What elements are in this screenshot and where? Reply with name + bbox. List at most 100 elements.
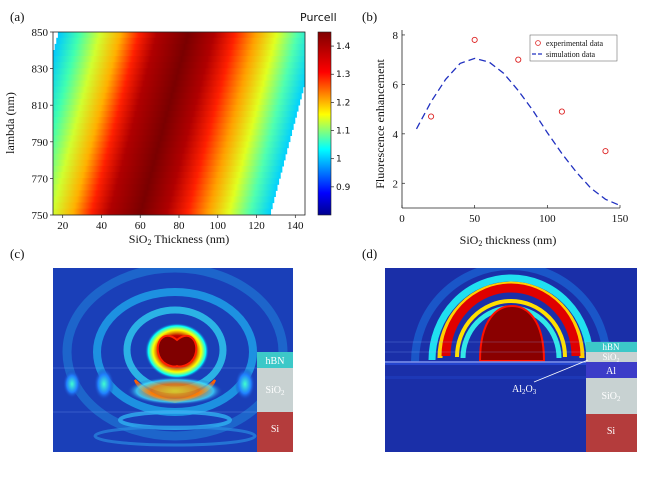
callout-al2o3: Al2O3	[512, 384, 537, 396]
heatmap-strip	[53, 86, 304, 94]
scatter-ytick-label: 8	[393, 30, 399, 42]
field-d-arch-yellow-inner	[455, 299, 567, 358]
scatter-xtick-label: 50	[469, 213, 481, 225]
field-d-band-2	[385, 376, 637, 379]
panel-label-d: (d)	[362, 246, 377, 261]
colorbar: Purcell 1.4 1.3 1.2 1.1 1 0.9	[300, 11, 351, 216]
heatmap-ytick-label: 810	[32, 100, 49, 112]
heatmap-strip	[53, 56, 305, 63]
layer-d-sio2	[586, 378, 637, 414]
colorbar-tick-label: 1.2	[336, 98, 350, 108]
heatmap-ytick-label: 830	[32, 64, 49, 76]
layer-d-si-label: Si	[607, 426, 616, 437]
heatmap-strip	[53, 184, 278, 191]
heatmap-strip	[54, 43, 305, 51]
heatmap-xtick-label: 40	[96, 220, 108, 232]
heatmap-strip	[53, 74, 305, 82]
heatmap-strip	[53, 178, 280, 185]
legend-label-experimental: experimental data	[546, 39, 604, 48]
layer-c-sio2	[257, 368, 293, 412]
scatter-ylabel: Fluorescence enhancement	[373, 59, 387, 189]
heatmap-strip	[53, 117, 296, 124]
heatmap-ytick-label: 850	[32, 27, 49, 39]
scatter-ytick-label: 6	[393, 79, 399, 91]
layer-d-sio2-top-label: SiO2	[602, 352, 619, 364]
heatmap-ytick-label: 790	[32, 137, 49, 149]
heatmap-strip	[53, 98, 301, 106]
legend-box	[529, 34, 618, 62]
layer-d-sio2-top	[586, 352, 637, 362]
heatmap-strip	[53, 172, 281, 179]
scatter-xtick-label: 150	[612, 213, 629, 225]
field-c-wave-2	[93, 425, 257, 447]
colorbar-tick-label: 1.1	[336, 127, 350, 137]
heatmap-strip	[53, 104, 299, 112]
heatmap-strip	[53, 190, 276, 197]
field-c-lobe-left	[63, 370, 81, 398]
heatmap-ytick-label: 770	[32, 173, 49, 185]
layer-c-si	[257, 412, 293, 452]
heatmap-xtick-label: 140	[287, 220, 304, 232]
heatmap-strip	[53, 196, 275, 204]
scatter-xtick-label: 100	[539, 213, 556, 225]
field-map-c: hBN SiO2 Si	[53, 268, 293, 452]
heatmap-strip	[53, 202, 273, 210]
field-c-crescent-glow	[127, 377, 223, 405]
heatmap-strip	[53, 68, 305, 75]
heatmap-strip	[57, 32, 305, 39]
heatmap-strip	[53, 92, 302, 100]
heatmap-xtick-label: 100	[210, 220, 227, 232]
heatmap-strip	[53, 141, 289, 149]
heatmap-strip	[53, 153, 286, 161]
heatmap-strip	[53, 147, 288, 155]
scatter-ytick-label: 2	[393, 178, 399, 190]
legend-label-simulation: simulation data	[546, 50, 596, 59]
heatmap-strip	[53, 111, 297, 118]
layer-d-si	[586, 414, 637, 452]
layer-c-hbn-label: hBN	[266, 356, 285, 367]
colorbar-tick-label: 1	[336, 155, 342, 165]
legend-marker-experimental	[535, 40, 541, 46]
colorbar-title: Purcell	[300, 11, 337, 24]
experimental-point	[515, 56, 522, 63]
heatmap-strip	[56, 37, 305, 45]
colorbar-gradient	[317, 31, 332, 216]
callout-leader	[533, 359, 589, 383]
field-d-arch-cyan	[428, 274, 594, 361]
heatmap-strip	[53, 50, 305, 57]
simulation-line	[415, 57, 621, 207]
heatmap-xlabel: SiO2 Thickness (nm)	[129, 232, 229, 247]
heatmap-xtick-label: 120	[248, 220, 265, 232]
scatter-panel: 0 50 100 150 2 4 6 8 SiO2 thickness (nm) Fluore…	[373, 30, 629, 248]
heatmap-strip	[53, 62, 305, 69]
heatmap-strip	[53, 159, 284, 167]
scatter-xlabel: SiO2 thickness (nm)	[460, 233, 557, 248]
scatter-xtick-label: 0	[399, 213, 405, 225]
heatmap-strip	[53, 129, 293, 136]
heatmap-ylabel: lambda (nm)	[3, 92, 17, 154]
layer-d-al	[586, 362, 637, 378]
heatmap-strip	[53, 123, 294, 130]
heatmap-panel: 20 40 60 80 100 120 140 750 770 790 810 830 850 SiO…	[3, 27, 306, 247]
layer-c-sio2-label: SiO2	[265, 385, 285, 397]
layer-d-al-label: Al	[606, 366, 616, 377]
panel-label-a: (a)	[10, 9, 24, 24]
heatmap-xtick-label: 20	[57, 220, 69, 232]
heatmap-ytick-label: 750	[32, 210, 49, 222]
colorbar-tick-label: 1.4	[336, 42, 351, 52]
heatmap-strip	[53, 208, 272, 215]
heatmap-xtick-label: 60	[135, 220, 147, 232]
experimental-point	[558, 108, 565, 115]
layer-d-hbn	[586, 342, 637, 352]
legend: experimental data simulation data	[529, 34, 618, 62]
field-c-lobe-right	[235, 368, 255, 400]
experimental-point	[428, 113, 435, 120]
heatmap-xtick-label: 80	[174, 220, 186, 232]
layer-d-sio2-label: SiO2	[601, 391, 621, 403]
layer-c-hbn	[257, 352, 293, 368]
colorbar-tick-label: 1.3	[336, 70, 350, 80]
field-d-band-1	[385, 361, 637, 365]
field-d-dome	[478, 304, 546, 362]
experimental-point	[602, 148, 609, 155]
